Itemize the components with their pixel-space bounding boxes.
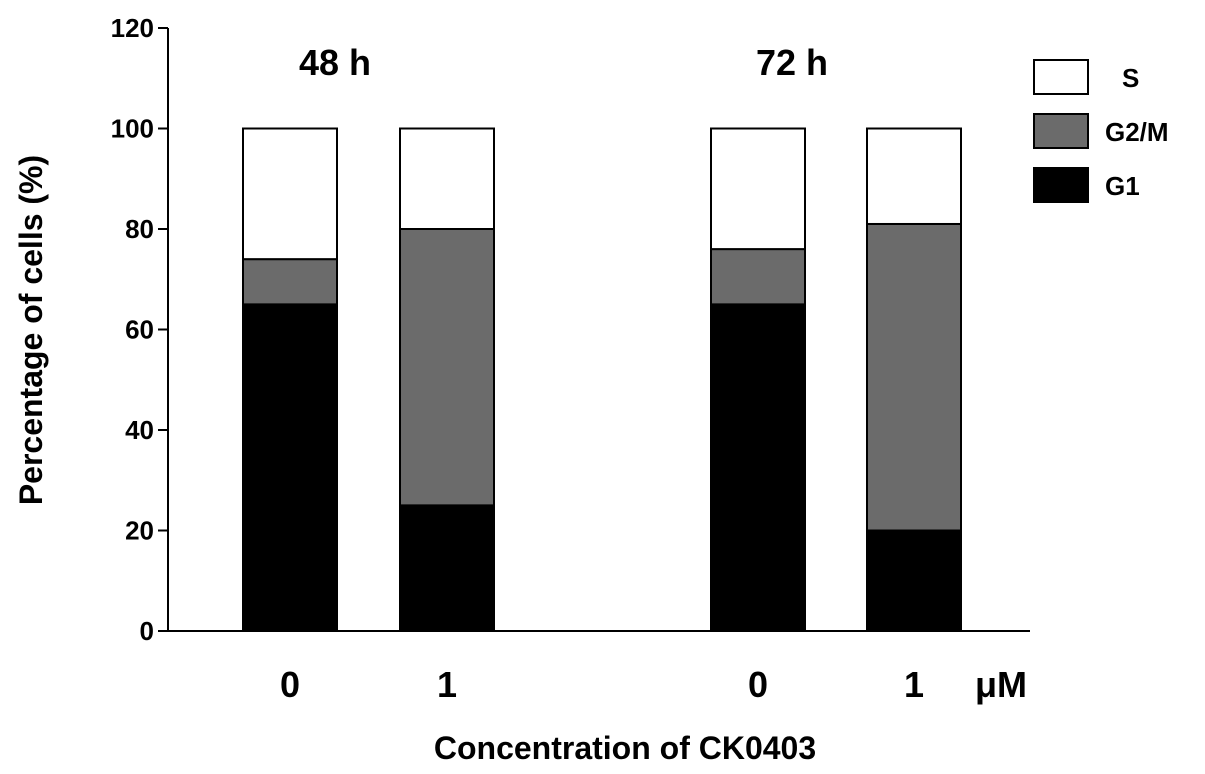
- legend-swatch: [1033, 167, 1089, 203]
- x-axis-title: Concentration of CK0403: [434, 730, 816, 766]
- y-tick-label: 100: [111, 114, 154, 144]
- bar-segment-g2-m: [242, 258, 338, 306]
- bar-segment-g1: [399, 504, 495, 632]
- y-tick-label: 0: [140, 616, 154, 646]
- bar-segment-g1: [242, 303, 338, 632]
- group-label: 48 h: [299, 42, 371, 83]
- bar-segment-g2-m: [710, 248, 806, 306]
- legend: S G2/M G1: [1033, 59, 1169, 203]
- bar-segment-s: [399, 127, 495, 230]
- bar-segment-s: [866, 127, 962, 225]
- group-label: 72 h: [756, 42, 828, 83]
- bar-segment-g2-m: [399, 228, 495, 507]
- legend-swatch: [1033, 59, 1089, 95]
- legend-label: S: [1122, 63, 1139, 93]
- group-labels: 48 h 72 h: [299, 42, 828, 83]
- y-tick-label: 80: [125, 214, 154, 244]
- bar-segment-s: [710, 127, 806, 251]
- x-tick-label: 0: [748, 664, 768, 705]
- legend-label: G1: [1105, 171, 1140, 201]
- x-tick-label: 0: [280, 664, 300, 705]
- unit-label: μM: [975, 664, 1027, 705]
- y-tick-label: 120: [111, 13, 154, 43]
- bars: [242, 127, 962, 632]
- bar-segment-g1: [866, 529, 962, 632]
- bar-segment-g1: [710, 303, 806, 632]
- y-tick-label: 40: [125, 415, 154, 445]
- bar-segment-g2-m: [866, 222, 962, 532]
- category-labels: 0 1 0 1: [280, 664, 924, 705]
- legend-label: G2/M: [1105, 117, 1169, 147]
- legend-swatch: [1033, 113, 1089, 149]
- bar-segment-s: [242, 127, 338, 261]
- y-tick-label: 60: [125, 315, 154, 345]
- x-tick-label: 1: [437, 664, 457, 705]
- y-axis-title: Percentage of cells (%): [13, 155, 49, 505]
- y-tick-label: 20: [125, 516, 154, 546]
- y-axis: 0 20 40 60 80 100 120: [111, 13, 169, 646]
- x-tick-label: 1: [904, 664, 924, 705]
